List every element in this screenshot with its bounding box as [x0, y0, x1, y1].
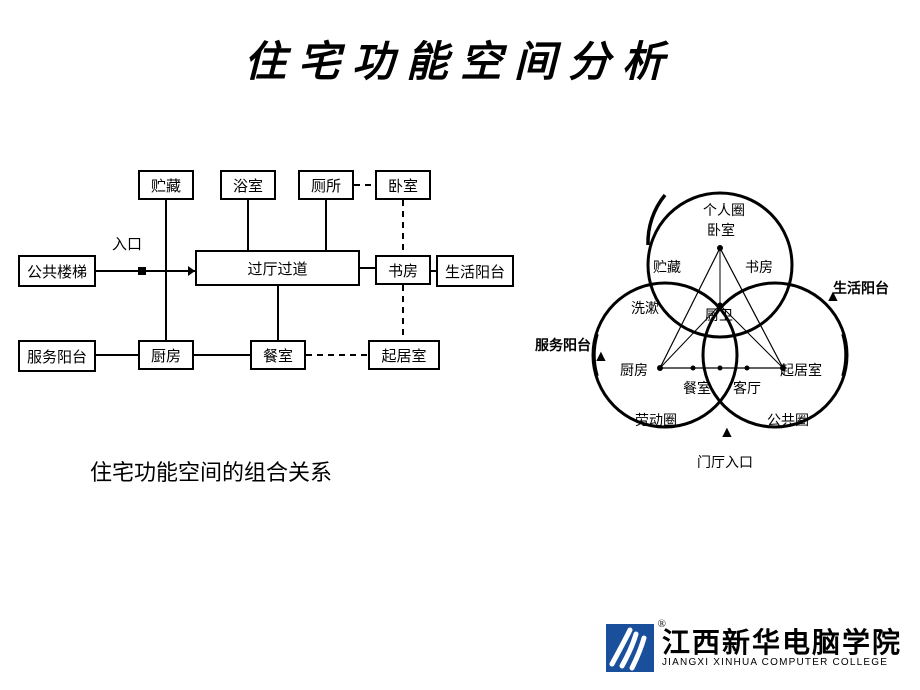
- venn-label-storage: 贮藏: [653, 257, 681, 277]
- venn-label-living: 起居室: [780, 360, 822, 380]
- box-bedroom: 卧室: [375, 170, 431, 200]
- venn-label-study: 书房: [745, 257, 773, 277]
- venn-label-public_zone: 公共圈: [767, 410, 809, 430]
- logo: ® 江西新华电脑学院 JIANGXI XINHUA COMPUTER COLLE…: [604, 622, 902, 674]
- venn-label-kitchen: 厨房: [620, 360, 648, 380]
- logo-text-en: JIANGXI XINHUA COMPUTER COLLEGE: [662, 657, 902, 668]
- venn-label-entry: 门厅入口: [697, 452, 753, 472]
- venn-label-balcony_r: 生活阳台: [833, 278, 889, 298]
- marker-2: ▲: [719, 424, 735, 442]
- box-kitchen: 厨房: [138, 340, 194, 370]
- logo-text-cn: 江西新华电脑学院: [662, 629, 902, 657]
- box-storage: 贮藏: [138, 170, 194, 200]
- logo-mark: ®: [604, 622, 656, 674]
- marker-1: ▲: [593, 348, 609, 366]
- venn-label-bedroom: 卧室: [707, 220, 735, 240]
- venn-label-wc: 厨卫: [705, 305, 733, 325]
- venn-label-dining: 餐室: [683, 378, 711, 398]
- block-diagram: 贮藏浴室厕所卧室公共楼梯过厅过道书房生活阳台服务阳台厨房餐室起居室 入口: [10, 155, 510, 435]
- venn-label-wash: 洗漱: [631, 298, 659, 318]
- venn-label-balcony_l: 服务阳台: [535, 335, 591, 355]
- box-stair: 公共楼梯: [18, 255, 96, 287]
- box-living: 起居室: [368, 340, 440, 370]
- venn-label-work_zone: 劳动圈: [635, 410, 677, 430]
- venn-diagram: 个人圈卧室贮藏 书房生活阳台洗漱 厨卫服务阳台厨房餐室 客厅起居室劳动圈 公共圈门厅入口…: [535, 160, 905, 490]
- box-balcony1: 生活阳台: [436, 255, 514, 287]
- box-study: 书房: [375, 255, 431, 285]
- box-balcony2: 服务阳台: [18, 340, 96, 372]
- box-bath: 浴室: [220, 170, 276, 200]
- box-toilet: 厕所: [298, 170, 354, 200]
- venn-label-top_zone: 个人圈: [703, 200, 745, 220]
- box-dining: 餐室: [250, 340, 306, 370]
- venn-label-guest: 客厅: [733, 378, 761, 398]
- entry-label: 入口: [112, 233, 142, 254]
- registered-icon: ®: [658, 618, 666, 630]
- box-hall: 过厅过道: [195, 250, 360, 286]
- left-caption: 住宅功能空间的组合关系: [90, 455, 332, 487]
- marker-0: ▲: [825, 288, 841, 306]
- page-title: 住宅功能空间分析: [0, 0, 920, 89]
